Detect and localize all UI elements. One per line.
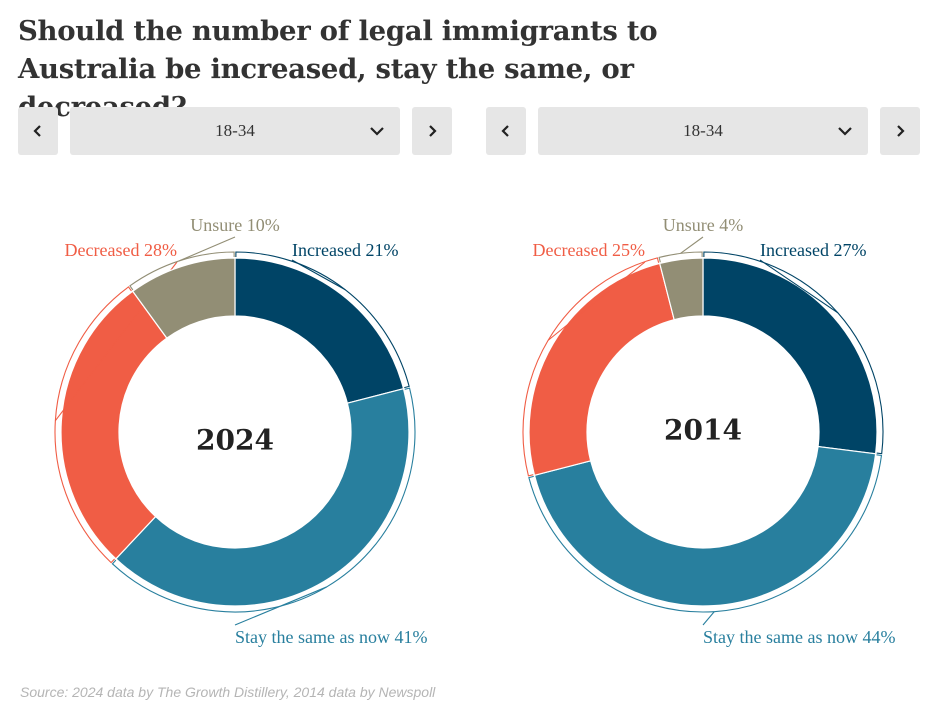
donut-chart-2014: Increased 27% Stay the same as now 44% Dec… (522, 215, 895, 647)
age-group-select-left[interactable]: 18-34 (70, 107, 400, 155)
center-year-label: 2014 (664, 414, 742, 447)
slice-label-unsure: Unsure 10% (190, 215, 279, 235)
slice-bracket-increased (235, 251, 410, 389)
slice-connector-increased (759, 259, 839, 314)
slice-label-increased: Increased 27% (760, 240, 866, 260)
slice-decreased[interactable] (60, 290, 168, 560)
select-value-left: 18-34 (215, 121, 255, 140)
slice-label-stay-same: Stay the same as now 41% (235, 627, 427, 647)
slice-connector-stay-same (234, 586, 327, 626)
chevron-right-icon (897, 125, 905, 137)
source-note: Source: 2024 data by The Growth Distille… (20, 684, 436, 700)
slice-bracket-stay-same (528, 454, 883, 613)
slice-connector-unsure (680, 236, 704, 254)
chevron-down-icon (838, 127, 852, 136)
slice-connector-decreased (547, 261, 646, 341)
slice-increased[interactable] (702, 257, 878, 455)
center-year-label: 2024 (196, 424, 274, 457)
slice-connector-stay-same (702, 611, 715, 626)
slice-connector-increased (291, 259, 346, 291)
slice-stay-same[interactable] (115, 387, 410, 607)
slice-unsure[interactable] (658, 257, 704, 321)
next-button-left[interactable] (412, 107, 452, 155)
prev-button-right[interactable] (486, 107, 526, 155)
slice-decreased[interactable] (528, 262, 675, 477)
select-value-right: 18-34 (683, 121, 723, 140)
slice-unsure[interactable] (131, 257, 236, 339)
prev-button-left[interactable] (18, 107, 58, 155)
chart-title: Should the number of legal immigrants to… (18, 15, 658, 123)
slice-bracket-stay-same (111, 387, 416, 613)
chevron-down-icon (370, 127, 384, 136)
slice-bracket-unsure (129, 251, 235, 291)
donut-chart-2024: Increased 21% Stay the same as now 41% Dec… (54, 215, 427, 647)
next-button-right[interactable] (880, 107, 920, 155)
slice-label-stay-same: Stay the same as now 44% (703, 627, 895, 647)
age-group-select-right[interactable]: 18-34 (538, 107, 868, 155)
slice-label-decreased: Decreased 28% (65, 240, 177, 260)
slice-label-unsure: Unsure 4% (663, 215, 743, 235)
chevron-left-icon (33, 125, 41, 137)
chevron-right-icon (429, 125, 437, 137)
chevron-left-icon (501, 125, 509, 137)
slice-increased[interactable] (234, 257, 405, 404)
slice-connector-unsure (179, 236, 236, 262)
slice-label-increased: Increased 21% (292, 240, 398, 260)
slice-label-decreased: Decreased 25% (533, 240, 645, 260)
slice-stay-same[interactable] (533, 445, 877, 607)
